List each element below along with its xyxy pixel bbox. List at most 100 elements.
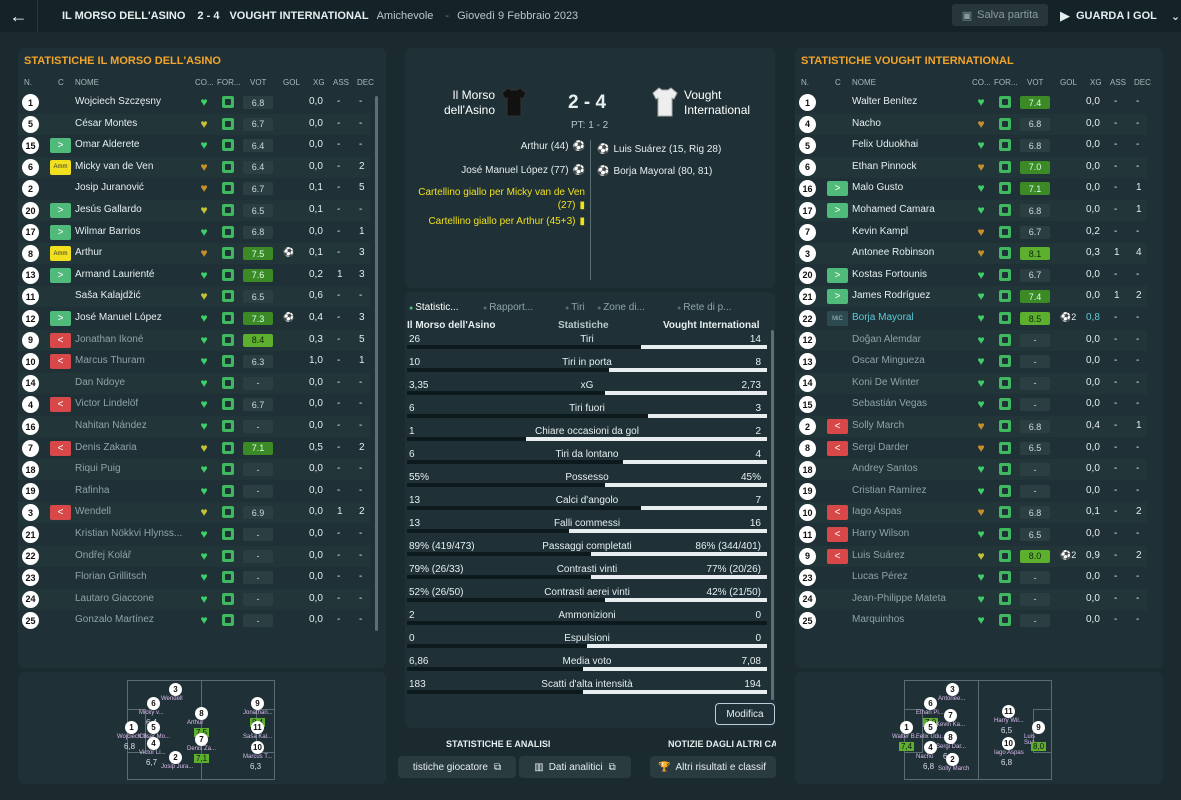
player-name[interactable]: Riqui Puig — [75, 463, 121, 475]
player-name[interactable]: Wendell — [75, 506, 111, 518]
player-name[interactable]: Rafinha — [75, 484, 110, 496]
col-c[interactable]: C — [835, 78, 841, 87]
player-name[interactable]: Solly March — [852, 420, 905, 431]
player-name[interactable]: Jonathan Ikoné — [75, 333, 144, 345]
player-name[interactable]: Wilmar Barrios — [75, 225, 141, 237]
player-name[interactable]: Jesús Gallardo — [75, 204, 142, 215]
player-name[interactable]: Denis Zakaria — [75, 441, 137, 453]
player-name[interactable]: Josip Juranović — [75, 182, 144, 194]
col-xg[interactable]: XG — [313, 78, 325, 87]
player-name[interactable]: Cristian Ramírez — [852, 484, 927, 496]
player-row[interactable]: 15 Sebastián Vegas ♥ - 0,0 - - — [795, 394, 1147, 415]
player-row[interactable]: 8 < Sergi Darder ♥ 6.5 0,0 - - — [795, 438, 1147, 459]
player-name[interactable]: Nahitan Nández — [75, 420, 147, 431]
analytics-button[interactable]: ▥ Dati analitici ⧉ — [519, 756, 631, 778]
player-row[interactable]: 6 Amm Micky van de Ven ♥ 6.4 0,0 - 2 — [18, 156, 370, 178]
player-name[interactable]: Harry Wilson — [852, 528, 910, 539]
player-row[interactable]: 5 César Montes ♥ 6.7 0,0 - - — [18, 113, 370, 135]
player-row[interactable]: 10 < Iago Aspas ♥ 6.8 0,1 - 2 — [795, 502, 1147, 524]
player-row[interactable]: 3 Antonee Robinson ♥ 8.1 0,3 1 4 — [795, 243, 1147, 265]
player-name[interactable]: Óscar Mingueza — [852, 355, 925, 367]
player-row[interactable]: 12 > José Manuel López ♥ 7.3 ⚽ 0,4 - 3 — [18, 308, 370, 329]
player-stats-button[interactable]: tistiche giocatore ⧉ — [398, 756, 516, 778]
col-c[interactable]: C — [58, 78, 64, 87]
player-name[interactable]: Kevin Kampl — [852, 225, 909, 237]
col-xg[interactable]: XG — [1090, 78, 1102, 87]
player-row[interactable]: 21 > James Rodríguez ♥ 7.4 0,0 1 2 — [795, 286, 1147, 308]
stats-tab[interactable]: ● Zone di... — [597, 302, 645, 313]
player-name[interactable]: Lucas Pérez — [852, 571, 908, 583]
player-name[interactable]: Kristian Nökkvi Hlynss... — [75, 528, 183, 539]
save-match-button[interactable]: ▣ Salva partita — [952, 4, 1048, 26]
player-name[interactable]: Iago Aspas — [852, 506, 902, 518]
col-gol[interactable]: GOL — [283, 78, 300, 87]
stats-tab[interactable]: ● Tiri — [565, 302, 585, 313]
col-n[interactable]: N. — [801, 78, 809, 87]
col-fo[interactable]: FOR... — [217, 78, 241, 87]
player-name[interactable]: Antonee Robinson — [852, 247, 935, 259]
player-name[interactable]: Armand Laurienté — [75, 268, 155, 280]
player-row[interactable]: 20 > Kostas Fortounis ♥ 6.7 0,0 - - — [795, 265, 1147, 286]
col-co[interactable]: CO... — [972, 78, 991, 87]
player-row[interactable]: 18 Riqui Puig ♥ - 0,0 - - — [18, 459, 370, 481]
player-row[interactable]: 10 < Marcus Thuram ♥ 6.3 1,0 - 1 — [18, 351, 370, 372]
player-row[interactable]: 1 Walter Benítez ♥ 7.4 0,0 - - — [795, 92, 1147, 113]
player-name[interactable]: Wojciech Szczęsny — [75, 96, 161, 107]
player-name[interactable]: Koni De Winter — [852, 376, 920, 388]
player-name[interactable]: Luis Suárez — [852, 549, 905, 561]
col-co[interactable]: CO... — [195, 78, 214, 87]
other-results-button[interactable]: 🏆 Altri risultati e classif — [650, 756, 776, 778]
player-row[interactable]: 8 Amm Arthur ♥ 7.5 ⚽ 0,1 - 3 — [18, 243, 370, 265]
stats-tab[interactable]: ● Rapport... — [483, 302, 534, 313]
player-row[interactable]: 24 Jean-Philippe Mateta ♥ - 0,0 - - — [795, 588, 1147, 610]
player-row[interactable]: 20 > Jesús Gallardo ♥ 6.5 0,1 - - — [18, 200, 370, 221]
player-name[interactable]: Victor Lindelöf — [75, 398, 139, 410]
player-name[interactable]: Saša Kalajdžić — [75, 290, 141, 302]
stats-scrollbar[interactable] — [771, 330, 774, 700]
col-ass[interactable]: ASS — [333, 78, 350, 87]
player-row[interactable]: 14 Dan Ndoye ♥ - 0,0 - - — [18, 372, 370, 394]
col-fo[interactable]: FOR... — [994, 78, 1018, 87]
player-row[interactable]: 9 < Luis Suárez ♥ 8.0 ⚽2 0,9 - 2 — [795, 545, 1147, 567]
col-vot[interactable]: VOT — [1027, 78, 1044, 87]
player-row[interactable]: 15 > Omar Alderete ♥ 6.4 0,0 - - — [18, 135, 370, 156]
player-name[interactable]: José Manuel López — [75, 312, 162, 323]
player-row[interactable]: 2 < Solly March ♥ 6.8 0,4 - 1 — [795, 416, 1147, 437]
player-row[interactable]: 16 > Malo Gusto ♥ 7.1 0,0 - 1 — [795, 178, 1147, 199]
player-name[interactable]: Borja Mayoral — [852, 312, 914, 323]
player-row[interactable]: 11 Saša Kalajdžić ♥ 6.5 0,6 - - — [18, 286, 370, 308]
player-name[interactable]: Micky van de Ven — [75, 160, 154, 172]
player-name[interactable]: César Montes — [75, 117, 138, 129]
player-name[interactable]: Arthur — [75, 247, 103, 259]
player-name[interactable]: Florian Grillitsch — [75, 571, 147, 583]
player-row[interactable]: 11 < Harry Wilson ♥ 6.5 0,0 - - — [795, 524, 1147, 545]
player-name[interactable]: Lautaro Giaccone — [75, 592, 154, 604]
player-row[interactable]: 3 < Wendell ♥ 6.9 0,0 1 2 — [18, 502, 370, 524]
player-name[interactable]: Kostas Fortounis — [852, 268, 928, 280]
player-name[interactable]: Gonzalo Martínez — [75, 614, 154, 626]
player-name[interactable]: Nacho — [852, 117, 881, 129]
player-name[interactable]: Marcus Thuram — [75, 355, 145, 367]
player-row[interactable]: 18 Andrey Santos ♥ - 0,0 - - — [795, 459, 1147, 481]
player-row[interactable]: 7 < Denis Zakaria ♥ 7.1 0,5 - 2 — [18, 438, 370, 459]
player-row[interactable]: 22 MiC Borja Mayoral ♥ 8.5 ⚽2 0,8 - - — [795, 308, 1147, 329]
player-name[interactable]: Omar Alderete — [75, 139, 140, 151]
player-row[interactable]: 6 Ethan Pinnock ♥ 7.0 0,0 - - — [795, 156, 1147, 178]
player-name[interactable]: Doğan Alemdar — [852, 333, 921, 345]
player-row[interactable]: 4 Nacho ♥ 6.8 0,0 - - — [795, 113, 1147, 135]
back-arrow-icon[interactable]: ← — [0, 0, 38, 32]
player-name[interactable]: James Rodríguez — [852, 290, 931, 302]
player-row[interactable]: 23 Lucas Pérez ♥ - 0,0 - - — [795, 567, 1147, 588]
modify-button[interactable]: Modifica — [715, 703, 775, 725]
col-ass[interactable]: ASS — [1110, 78, 1127, 87]
player-row[interactable]: 25 Marquinhos ♥ - 0,0 - - — [795, 610, 1147, 631]
player-row[interactable]: 12 Doğan Alemdar ♥ - 0,0 - - — [795, 329, 1147, 351]
player-row[interactable]: 17 > Wilmar Barrios ♥ 6.8 0,0 - 1 — [18, 222, 370, 243]
col-vot[interactable]: VOT — [250, 78, 267, 87]
scrollbar[interactable] — [375, 96, 378, 631]
player-name[interactable]: Sergi Darder — [852, 441, 909, 453]
player-name[interactable]: Jean-Philippe Mateta — [852, 592, 946, 604]
player-row[interactable]: 13 > Armand Laurienté ♥ 7.6 0,2 1 3 — [18, 265, 370, 286]
player-row[interactable]: 7 Kevin Kampl ♥ 6.7 0,2 - - — [795, 222, 1147, 243]
player-name[interactable]: Ethan Pinnock — [852, 160, 917, 172]
